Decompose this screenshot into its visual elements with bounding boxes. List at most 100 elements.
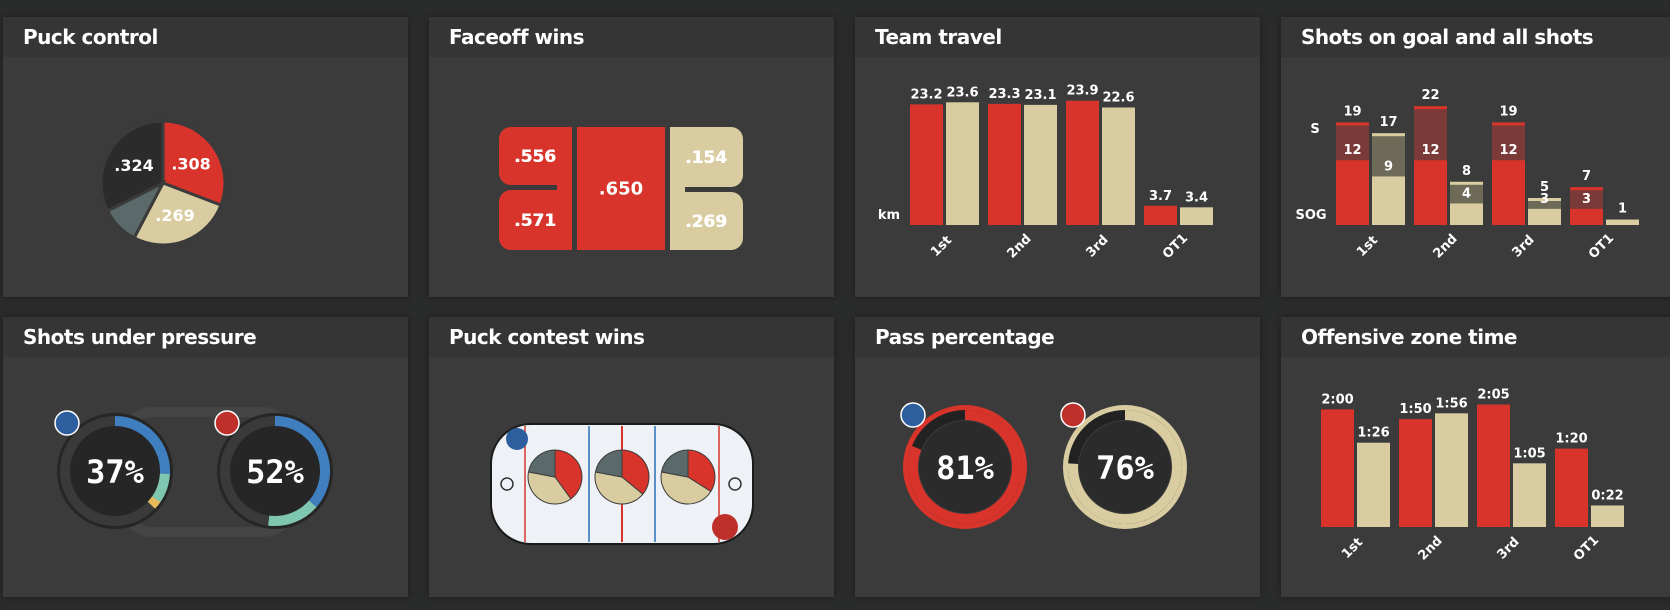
shots-value-label: 7 xyxy=(1582,169,1591,184)
team-logo xyxy=(54,410,80,436)
sog-value-label: 9 xyxy=(1384,159,1393,174)
bar xyxy=(1144,205,1177,225)
bar-value-label: 1:05 xyxy=(1513,446,1545,461)
x-tick-label: 3rd xyxy=(1494,534,1522,562)
bar-value-label: 23.1 xyxy=(1024,88,1056,103)
series-label: S xyxy=(1310,122,1319,137)
panel-team-travel: Team travel 23.2 23.6 1st 23.3 23.1 2nd 23.9 22… xyxy=(855,17,1260,297)
sog-bar xyxy=(1372,176,1405,225)
x-tick-label: 3rd xyxy=(1509,232,1537,260)
shots-cap xyxy=(1528,198,1561,201)
faceoff-value: .154 xyxy=(685,148,727,168)
x-tick-label: 3rd xyxy=(1083,232,1111,260)
bar xyxy=(1024,104,1057,225)
ring-arc xyxy=(268,500,317,526)
bar xyxy=(1435,413,1468,527)
faceoff-cell xyxy=(577,127,665,250)
contest-pie-slice xyxy=(660,471,712,505)
ring-center xyxy=(919,421,1011,513)
faceoff-value: .556 xyxy=(515,147,557,167)
bar-value-label: 2:05 xyxy=(1477,388,1509,403)
ring-arc xyxy=(114,416,170,475)
bar-value-label: 23.9 xyxy=(1066,84,1098,99)
contest-pie-slice xyxy=(527,471,572,505)
panel-faceoff-wins: Faceoff wins .556.571.650.154.269.556.57… xyxy=(429,17,834,297)
sog-bar xyxy=(1414,160,1447,225)
unit-label: km xyxy=(878,208,900,223)
bar xyxy=(1180,207,1213,225)
faceoff-value: .269 xyxy=(686,212,728,232)
contest-pie-slice xyxy=(527,449,556,478)
bar xyxy=(1399,419,1432,527)
shots-bar xyxy=(1492,122,1525,161)
ring-background xyxy=(217,413,333,529)
x-tick-label: 2nd xyxy=(1430,231,1460,261)
oz-time-chart: 2:00 1:26 1st 1:50 1:56 2nd 2:05 1:05 3rd 1:20 0:2… xyxy=(1321,388,1624,564)
panel-oz-time: Offensive zone time 2:00 1:26 1st 1:50 1:56 2… xyxy=(1281,317,1670,597)
panel-puck-control: Puck control .308 .269 .324 xyxy=(3,17,408,297)
ring-arc xyxy=(274,416,330,508)
faceoff-cell-edge xyxy=(557,127,572,250)
bar-value-label: 3.4 xyxy=(1185,190,1208,205)
bar xyxy=(910,104,943,225)
shots-pressure-chart: 37% 52% xyxy=(54,407,333,537)
shots-bar xyxy=(1372,133,1405,177)
shots-cap xyxy=(1570,187,1603,191)
ring-arc xyxy=(1068,410,1182,524)
shots-bar xyxy=(1414,106,1447,161)
shots-bar xyxy=(1570,187,1603,209)
team-logo xyxy=(900,402,926,428)
shots-bar xyxy=(1528,198,1561,209)
faceoff-value: .556 xyxy=(514,147,556,167)
faceoff-cell-edge xyxy=(670,127,685,250)
panel-title: Faceoff wins xyxy=(449,25,585,49)
shots-value-label: 8 xyxy=(1462,164,1471,179)
sog-bar xyxy=(1450,203,1483,225)
contest-pie-slice xyxy=(554,449,583,500)
x-tick-label: 2nd xyxy=(1415,533,1445,563)
contest-pie-slice xyxy=(594,449,623,478)
pie-slice xyxy=(161,119,227,208)
bar xyxy=(1357,442,1390,527)
sog-bar xyxy=(1336,160,1369,225)
ring-value: 76% xyxy=(1096,449,1155,487)
contest-pie-slice xyxy=(660,449,689,478)
ring-value: 37% xyxy=(86,453,145,491)
panel-shots: Shots on goal and all shots 19 12 17 9 1st 22… xyxy=(1281,17,1670,297)
shots-cap xyxy=(1450,181,1483,185)
bar-value-label: 2:00 xyxy=(1321,392,1353,407)
shots-cap xyxy=(1336,122,1369,126)
shots-value-label: 1 xyxy=(1618,202,1627,217)
x-tick-label: OT1 xyxy=(1586,231,1617,262)
shots-value-label: 5 xyxy=(1540,180,1549,195)
shots-value-label: 22 xyxy=(1421,88,1439,103)
panel-title: Pass percentage xyxy=(875,325,1055,349)
ring-arc xyxy=(908,410,1022,524)
panel-puck-contest: Puck contest wins xyxy=(429,317,834,597)
team-logo xyxy=(1060,402,1086,428)
team-logo xyxy=(506,428,528,450)
ring-value: 52% xyxy=(246,453,305,491)
panel-title: Puck control xyxy=(23,25,158,49)
pie-slice xyxy=(99,119,165,213)
bar-value-label: 1:50 xyxy=(1399,402,1431,417)
bar xyxy=(1477,404,1510,527)
bar xyxy=(946,102,979,225)
sog-bar xyxy=(1492,160,1525,225)
faceoff-value: .269 xyxy=(685,212,727,232)
bar xyxy=(1102,107,1135,225)
panel-shots-pressure: Shots under pressure 37% 52% xyxy=(3,317,408,597)
faceoff-value: .571 xyxy=(514,211,556,231)
bar-value-label: 22.6 xyxy=(1102,90,1134,105)
panel-title: Shots on goal and all shots xyxy=(1301,25,1594,49)
pass-percentage-chart: 81% 76% xyxy=(900,402,1187,529)
contest-pie-slice xyxy=(621,449,650,495)
goal-crease xyxy=(500,477,514,491)
sog-bar xyxy=(1570,208,1603,225)
sog-value-label: 12 xyxy=(1499,143,1517,158)
bar xyxy=(1066,100,1099,225)
sog-value-label: 3 xyxy=(1540,192,1549,207)
sog-value-label: 12 xyxy=(1421,143,1439,158)
panel-title: Shots under pressure xyxy=(23,325,257,349)
